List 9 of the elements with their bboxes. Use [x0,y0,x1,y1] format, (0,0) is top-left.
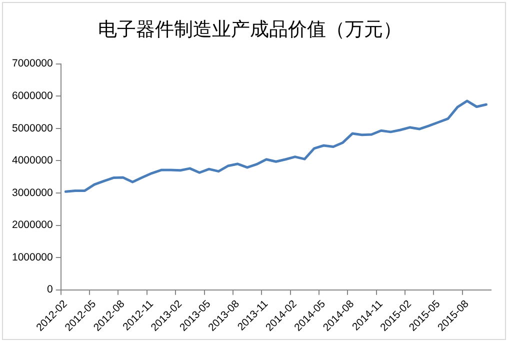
y-tick-label: 2000000 [12,219,54,232]
y-tick-label: 0 [47,284,54,296]
y-tick-label: 7000000 [12,58,54,70]
y-tick-label: 3000000 [12,186,54,199]
y-tick-label: 5000000 [12,122,54,134]
y-tick-label: 6000000 [12,90,54,102]
y-tick-label: 4000000 [12,154,54,167]
chart-title: 电子器件制造业产成品价值（万元） [98,18,402,40]
y-tick-label: 1000000 [12,251,54,264]
